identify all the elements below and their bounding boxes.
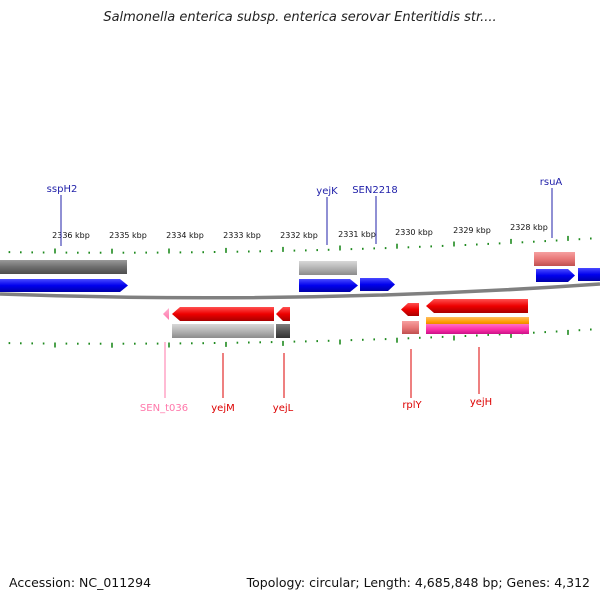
cds-arrow xyxy=(360,278,395,291)
genome-summary-text: Topology: circular; Length: 4,685,848 bp… xyxy=(246,575,590,590)
scale-label: 2335 kbp xyxy=(109,231,147,240)
scale-label: 2331 kbp xyxy=(338,230,376,239)
gene-bar xyxy=(299,261,357,275)
scale-label: 2329 kbp xyxy=(453,226,491,235)
gene-label-yejK: yejK xyxy=(316,186,338,197)
position-scale: 2336 kbp 2335 kbp 2334 kbp 2333 kbp 2332… xyxy=(52,223,548,240)
gene-label-rsuA: rsuA xyxy=(540,177,563,188)
scale-label: 2332 kbp xyxy=(280,231,318,240)
cds-arrow xyxy=(0,279,128,292)
cds-arrow xyxy=(536,269,575,282)
scale-label: 2333 kbp xyxy=(223,231,261,240)
gene-bar xyxy=(172,324,274,338)
trna-arrow xyxy=(163,308,169,320)
gene-bar xyxy=(534,252,575,266)
tick-track-bottom xyxy=(8,328,592,348)
genome-backbone xyxy=(0,282,600,300)
cds-arrow xyxy=(578,268,600,281)
scale-label: 2328 kbp xyxy=(510,223,548,232)
cds-arrow xyxy=(299,279,358,292)
gene-label-yejH: yejH xyxy=(470,397,492,408)
cds-arrow xyxy=(401,303,419,316)
gene-bar xyxy=(426,324,529,334)
accession-text: Accession: NC_011294 xyxy=(9,575,152,590)
gene-bar xyxy=(276,324,290,338)
forward-gene-labels: sspH2 yejK SEN2218 rsuA xyxy=(47,177,563,246)
gene-label-sspH2: sspH2 xyxy=(47,184,78,195)
gene-label-yejL: yejL xyxy=(273,403,294,414)
gene-bar xyxy=(426,317,529,327)
cds-arrow xyxy=(172,307,274,321)
scale-label: 2334 kbp xyxy=(166,231,204,240)
forward-strand-features xyxy=(0,252,600,292)
gene-bar xyxy=(0,260,127,274)
gene-label-SEN_t036: SEN_t036 xyxy=(140,403,188,414)
scale-label: 2330 kbp xyxy=(395,228,433,237)
reverse-gene-labels: SEN_t036 yejM yejL rplY yejH xyxy=(140,342,492,414)
cds-arrow xyxy=(426,299,528,313)
gene-label-yejM: yejM xyxy=(211,403,234,414)
scale-label: 2336 kbp xyxy=(52,231,90,240)
map-title: Salmonella enterica subsp. enterica sero… xyxy=(103,10,497,25)
gene-label-SEN2218: SEN2218 xyxy=(352,185,398,196)
gene-bar xyxy=(402,321,419,334)
reverse-strand-features xyxy=(163,299,529,338)
cds-arrow xyxy=(276,307,290,321)
tick-track-top xyxy=(8,235,592,254)
gene-label-rplY: rplY xyxy=(402,400,422,411)
